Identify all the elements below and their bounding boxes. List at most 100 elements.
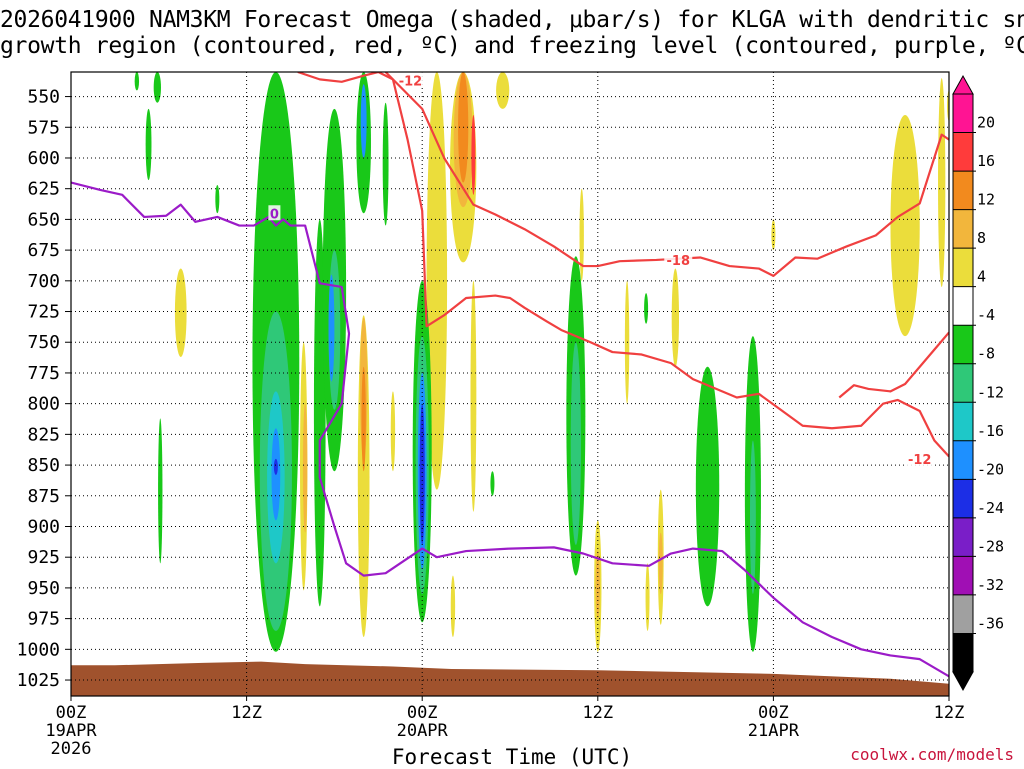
freezing-level-contour xyxy=(71,181,949,678)
colorbar-label: 20 xyxy=(977,114,995,132)
omega-shaded-region xyxy=(302,403,308,533)
colorbar-bin xyxy=(953,594,973,634)
colorbar-bin xyxy=(953,633,973,673)
colorbar-bottom-arrow xyxy=(952,671,974,692)
colorbar-frame xyxy=(952,93,974,673)
y-tick-label: 700 xyxy=(27,271,60,292)
y-tick-label: 575 xyxy=(27,117,60,138)
omega-shaded-region xyxy=(450,575,456,638)
y-tick-label: 950 xyxy=(27,578,60,599)
contour-label: -12 xyxy=(908,453,932,468)
terrain-surface xyxy=(71,661,949,696)
y-tick-label: 900 xyxy=(27,516,60,537)
y-tick-label: 725 xyxy=(27,302,60,323)
omega-shaded-region xyxy=(644,293,649,324)
omega-shaded-region xyxy=(153,72,161,103)
colorbar-label: -4 xyxy=(977,306,995,324)
omega-shaded-region xyxy=(134,72,140,91)
omega-shaded-region xyxy=(490,471,495,496)
y-tick-label: 875 xyxy=(27,486,60,507)
y-tick-label: 550 xyxy=(27,87,60,108)
colorbar-label: -36 xyxy=(977,614,1004,632)
dgz-upper-18-contour xyxy=(384,72,949,278)
colorbar-label: -12 xyxy=(977,383,1004,401)
omega-shaded-region xyxy=(145,108,152,181)
omega-shaded-region xyxy=(890,114,920,337)
chart-title-line-1: 2026041900 NAM3KM Forecast Omega (shaded… xyxy=(0,7,1024,33)
x-tick-label: 00Z xyxy=(758,703,789,723)
omega-shaded-region xyxy=(419,403,425,545)
chart-title-line-2: growth region (contoured, red, ºC) and f… xyxy=(0,33,1024,59)
x-tick-date-label: 19APR xyxy=(45,721,97,741)
contour-label-bg xyxy=(664,251,693,267)
y-tick-label: 800 xyxy=(27,394,60,415)
dgz-lower-12-contour xyxy=(838,331,949,399)
colorbar-bin xyxy=(953,94,973,134)
omega-shaded-region xyxy=(496,72,510,109)
colorbar-bin xyxy=(953,286,973,326)
y-tick-label: 625 xyxy=(27,179,60,200)
omega-shaded-region xyxy=(470,280,477,512)
y-tick-label: 1025 xyxy=(17,670,60,691)
colorbar-label: -24 xyxy=(977,499,1004,517)
colorbar-label: -16 xyxy=(977,422,1004,440)
colorbar-label: -28 xyxy=(977,537,1004,555)
omega-shaded-region xyxy=(645,563,650,631)
omega-shaded-region xyxy=(471,114,476,195)
y-tick-label: 650 xyxy=(27,209,60,230)
x-tick-year-label: 2026 xyxy=(51,739,92,759)
y-tick-label: 975 xyxy=(27,609,60,630)
contour-label-bg xyxy=(268,205,281,221)
y-tick-label: 1000 xyxy=(17,639,60,660)
contour-label: -12 xyxy=(399,75,423,90)
colorbar-bin xyxy=(953,132,973,172)
omega-shaded-region xyxy=(570,342,581,545)
colorbar-bin xyxy=(953,363,973,403)
x-tick-label: 12Z xyxy=(231,703,262,723)
contour-label-bg xyxy=(905,450,934,466)
omega-shaded-region xyxy=(273,458,278,475)
omega-shaded-region xyxy=(390,391,396,472)
omega-shaded-region xyxy=(671,268,680,367)
plot-frame xyxy=(70,71,950,697)
omega-shaded-region xyxy=(174,268,187,357)
y-tick-label: 925 xyxy=(27,547,60,568)
omega-shaded-region xyxy=(361,366,366,472)
colorbar-bin xyxy=(953,325,973,365)
omega-shaded-region xyxy=(771,219,776,251)
dgz-upper-12-contour xyxy=(297,72,394,83)
colorbar-bin xyxy=(953,402,973,442)
y-tick-label: 825 xyxy=(27,424,60,445)
x-tick-date-label: 20APR xyxy=(397,721,449,741)
x-tick-label: 00Z xyxy=(56,703,87,723)
omega-shaded-region xyxy=(938,78,946,287)
colorbar-label: -8 xyxy=(977,345,995,363)
colorbar-bin xyxy=(953,440,973,480)
colorbar-label: 8 xyxy=(977,229,986,247)
omega-shaded-region xyxy=(328,274,335,382)
colorbar-bin xyxy=(953,479,973,519)
colorbar-bin xyxy=(953,517,973,557)
colorbar-label: 12 xyxy=(977,191,995,209)
colorbar-bin xyxy=(953,248,973,288)
site-credit: coolwx.com/models xyxy=(850,745,1014,764)
colorbar-bin xyxy=(953,209,973,249)
omega-shaded-region xyxy=(215,185,220,214)
colorbar-label: -20 xyxy=(977,460,1004,478)
omega-shaded-region xyxy=(695,366,720,607)
y-tick-label: 850 xyxy=(27,455,60,476)
colorbar-top-arrow xyxy=(952,74,974,95)
x-tick-label: 00Z xyxy=(407,703,438,723)
colorbar-bin xyxy=(953,171,973,211)
omega-shaded-region xyxy=(382,102,389,226)
colorbar-label: -32 xyxy=(977,576,1004,594)
omega-shaded-region xyxy=(658,532,663,595)
colorbar-label: 4 xyxy=(977,268,986,286)
omega-shaded-region xyxy=(313,219,326,607)
x-tick-label: 12Z xyxy=(934,703,965,723)
y-tick-label: 750 xyxy=(27,332,60,353)
dgz-upper-12b-contour xyxy=(391,79,949,458)
contour-label: 0 xyxy=(270,207,279,222)
x-tick-date-label: 21APR xyxy=(748,721,800,741)
